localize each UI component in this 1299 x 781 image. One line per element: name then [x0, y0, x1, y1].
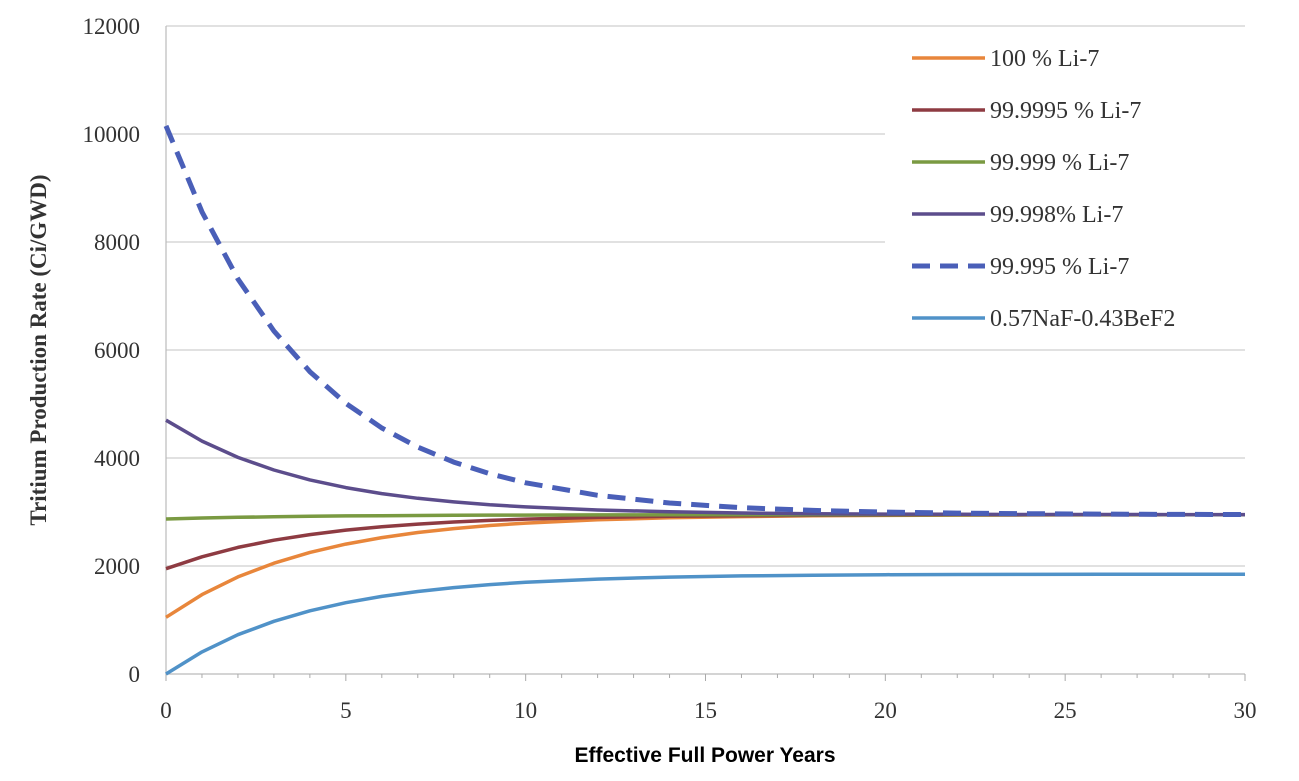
x-tick-label: 15	[694, 698, 717, 723]
x-tick-label: 0	[160, 698, 172, 723]
y-axis-label: Tritium Production Rate (Ci/GWD)	[26, 174, 51, 525]
series-line-2	[165, 513, 1245, 571]
gridlines	[166, 25, 1245, 567]
x-axis-label: Effective Full Power Years	[574, 744, 835, 767]
legend-background	[885, 32, 1250, 332]
y-tick-label: 10000	[83, 122, 141, 147]
y-tick-label: 4000	[94, 446, 140, 471]
legend-label: 99.995 % Li-7	[990, 254, 1129, 280]
x-tick-label: 30	[1234, 698, 1257, 723]
legend-label: 100 % Li-7	[990, 46, 1099, 72]
series-line-5	[163, 124, 1246, 517]
legend-label: 0.57NaF-0.43BeF2	[990, 306, 1175, 332]
y-tick-label: 2000	[94, 554, 140, 579]
y-tick-label: 8000	[94, 230, 140, 255]
y-tick-label: 0	[129, 662, 141, 687]
legend: 100 % Li-7 99.9995 % Li-7 99.999 % Li-7 99.…	[885, 32, 1250, 332]
axes: 0 2000 4000 6000 8000 10000 12000 0 5 10 15 20 25 30	[83, 14, 1257, 723]
x-tick-label: 25	[1054, 698, 1077, 723]
y-tick-label: 6000	[94, 338, 140, 363]
y-tick-label: 12000	[83, 14, 141, 39]
legend-label: 99.998% Li-7	[990, 202, 1123, 228]
legend-label: 99.9995 % Li-7	[990, 98, 1141, 124]
series-lines	[163, 124, 1246, 676]
series-line-6	[165, 572, 1245, 676]
x-tick-label: 5	[340, 698, 352, 723]
x-tick-label: 20	[874, 698, 897, 723]
legend-label: 99.999 % Li-7	[990, 150, 1129, 176]
x-tick-label: 10	[514, 698, 537, 723]
series-line-4	[165, 418, 1245, 517]
